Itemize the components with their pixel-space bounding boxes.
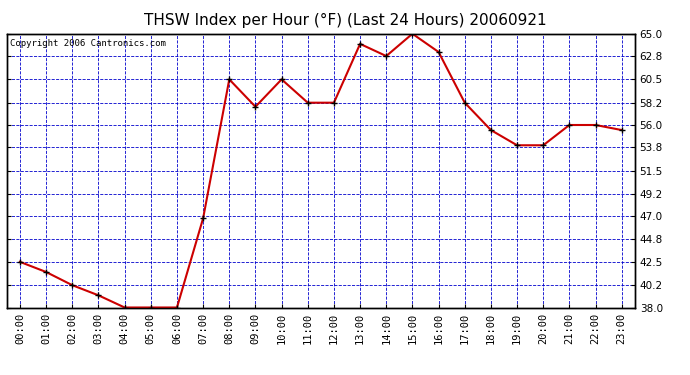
Text: Copyright 2006 Cantronics.com: Copyright 2006 Cantronics.com: [10, 39, 166, 48]
Text: THSW Index per Hour (°F) (Last 24 Hours) 20060921: THSW Index per Hour (°F) (Last 24 Hours)…: [144, 13, 546, 28]
